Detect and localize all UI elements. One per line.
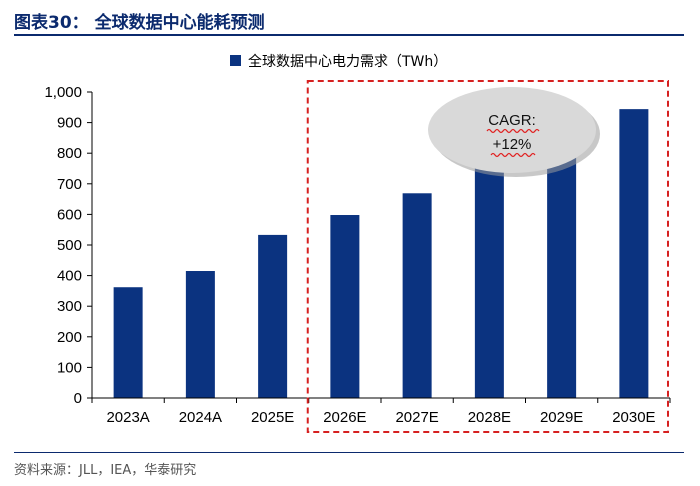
- y-tick-label: 600: [57, 206, 82, 223]
- cagr-value: +12%: [493, 136, 532, 153]
- x-tick-label: 2025E: [251, 409, 294, 426]
- bar: [185, 271, 215, 398]
- y-tick-label: 200: [57, 329, 82, 346]
- legend: 全球数据中心电力需求（TWh）: [230, 53, 447, 70]
- chart-area: 全球数据中心电力需求（TWh） 0 100 200 300 400 500 600 700 80…: [44, 53, 671, 433]
- y-tick-label: 1,000: [44, 84, 82, 101]
- x-tick-label: 2029E: [540, 409, 583, 426]
- y-tick-label: 0: [74, 390, 82, 407]
- x-tick-label: 2027E: [395, 409, 438, 426]
- y-tick-label: 900: [57, 115, 82, 132]
- y-axis: 0 100 200 300 400 500 600 700 800 900 1,000: [44, 84, 93, 407]
- y-tick-label: 800: [57, 145, 82, 162]
- y-tick-label: 500: [57, 237, 82, 254]
- figure-title: 图表30： 全球数据中心能耗预测: [14, 13, 265, 33]
- legend-swatch: [230, 55, 241, 66]
- bar: [474, 165, 504, 398]
- cagr-bubble: CAGR: +12%: [428, 87, 600, 177]
- bar: [402, 193, 432, 398]
- y-tick-label: 300: [57, 298, 82, 315]
- source-note: 资料来源：JLL，IEA，华泰研究: [14, 463, 197, 478]
- forecast-highlight-box: [306, 80, 669, 433]
- x-tick-label: 2028E: [468, 409, 511, 426]
- spellcheck-underline: [490, 152, 536, 158]
- x-axis: 2023A 2024A 2025E 2026E 2027E 2028E 2029E 2030E: [91, 397, 671, 426]
- bar: [547, 140, 577, 398]
- source-rule: [14, 452, 684, 453]
- bar: [113, 287, 143, 398]
- x-tick-label: 2023A: [106, 409, 149, 426]
- legend-label: 全球数据中心电力需求（TWh）: [248, 53, 447, 70]
- y-tick-label: 700: [57, 176, 82, 193]
- y-tick-label: 400: [57, 268, 82, 285]
- title-rule: [14, 34, 684, 36]
- x-tick-label: 2024A: [179, 409, 222, 426]
- bar: [258, 234, 288, 398]
- bars: [113, 109, 649, 399]
- x-tick-label: 2026E: [323, 409, 366, 426]
- spellcheck-underline: [486, 128, 540, 134]
- bar: [619, 109, 649, 399]
- x-tick-label: 2030E: [612, 409, 655, 426]
- bar: [330, 215, 360, 398]
- y-tick-label: 100: [57, 359, 82, 376]
- cagr-label: CAGR:: [488, 112, 536, 129]
